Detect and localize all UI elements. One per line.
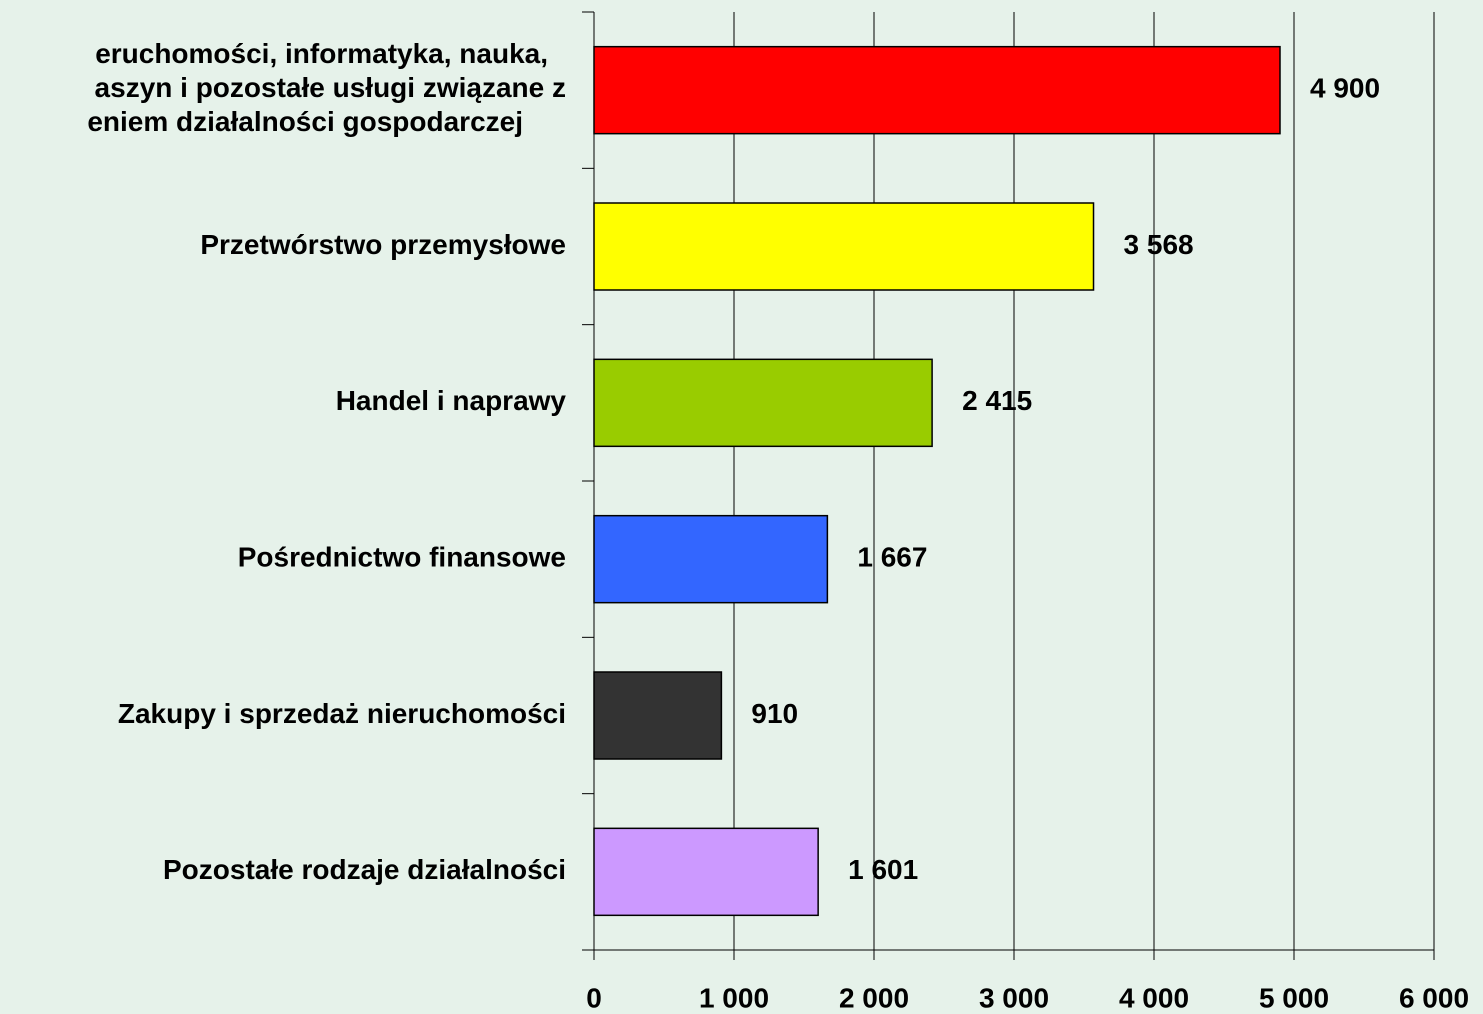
data-label: 4 900 — [1310, 73, 1380, 104]
bar — [593, 671, 723, 760]
x-tick-label: 6 000 — [1399, 982, 1469, 1013]
bar — [593, 202, 1095, 291]
x-tick-label: 3 000 — [979, 982, 1049, 1013]
x-tick-label: 4 000 — [1119, 982, 1189, 1013]
data-label: 1 601 — [848, 854, 918, 885]
y-tick-label: Przetwórstwo przemysłowe — [200, 229, 566, 260]
data-label: 1 667 — [857, 542, 927, 573]
y-tick-label: Zakupy i sprzedaż nieruchomości — [118, 698, 566, 729]
x-tick-label: 1 000 — [699, 982, 769, 1013]
bar — [593, 827, 819, 917]
y-tick-label: Handel i naprawy — [336, 385, 567, 416]
bar — [593, 45, 1281, 135]
label-line: aszyn i pozostałe usługi związane z — [95, 73, 566, 104]
x-tick-label: 2 000 — [839, 982, 909, 1013]
x-tick-label: 5 000 — [1259, 982, 1329, 1013]
y-tick-label: Pozostałe rodzaje działalności — [163, 854, 566, 885]
x-tick-label: 0 — [586, 982, 602, 1013]
y-tick-label: eruchomości, informatyka, nauka, aszyn i … — [87, 39, 566, 138]
bar — [593, 514, 829, 604]
bar — [593, 358, 933, 448]
label-line: eruchomości, informatyka, nauka, — [95, 39, 548, 70]
data-label: 3 568 — [1124, 229, 1194, 260]
label-line: eniem działalności gospodarczej — [87, 107, 523, 138]
data-label: 2 415 — [962, 385, 1032, 416]
y-tick-label: Pośrednictwo finansowe — [238, 542, 566, 573]
data-label: 910 — [751, 698, 798, 729]
